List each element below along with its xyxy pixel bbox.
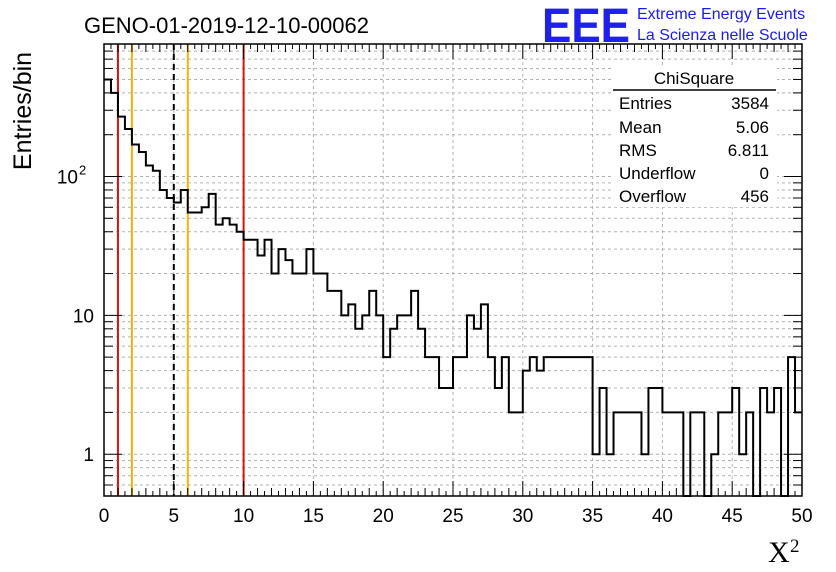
x-tick-label: 5 — [169, 506, 180, 527]
histogram-series — [104, 78, 802, 497]
stats-label-entries: Entries — [619, 94, 672, 113]
x-tick-label: 15 — [303, 506, 324, 527]
stats-label-rms: RMS — [619, 141, 657, 160]
stats-label-overflow: Overflow — [619, 187, 687, 206]
x-axis-label: X 2 — [768, 536, 800, 569]
eee-logo: EEE Extreme Energy Events La Scienza nel… — [542, 0, 808, 53]
stats-value-rms: 6.811 — [728, 141, 769, 160]
x-tick-label: 45 — [722, 506, 743, 527]
x-axis-label-superscript: 2 — [790, 536, 800, 557]
y-tick-label: 10 — [57, 167, 78, 188]
marker-lines — [116, 44, 245, 496]
stats-value-overflow: 456 — [741, 187, 769, 206]
stats-box-background — [611, 67, 777, 207]
chart-title: GENO-01-2019-12-10-00062 — [84, 13, 369, 38]
x-tick-label: 30 — [512, 506, 533, 527]
y-tick-label: 10 — [73, 306, 94, 327]
stats-value-mean: 5.06 — [736, 118, 769, 137]
y-tick-label-exponent: 2 — [79, 162, 86, 177]
stats-box: ChiSquare Entries 3584 Mean 5.06 RMS 6.8… — [611, 67, 777, 207]
stats-label-mean: Mean — [619, 118, 662, 137]
x-tick-label: 25 — [442, 506, 463, 527]
stats-value-entries: 3584 — [731, 94, 769, 113]
y-axis-label: Entries/bin — [9, 52, 37, 170]
x-axis-label-symbol: X — [768, 536, 790, 569]
stats-label-underflow: Underflow — [619, 164, 696, 183]
eee-logo-mark: EEE — [542, 0, 630, 53]
stats-box-title: ChiSquare — [654, 69, 734, 88]
x-tick-label: 0 — [99, 506, 110, 527]
x-tick-label: 20 — [373, 506, 394, 527]
x-tick-label: 10 — [233, 506, 254, 527]
x-tick-labels: 0 5 10 15 20 25 30 35 40 45 50 — [99, 506, 813, 527]
x-tick-label: 50 — [791, 506, 812, 527]
logo-line-1: Extreme Energy Events — [637, 6, 805, 23]
logo-line-2: La Scienza nelle Scuole — [637, 27, 808, 44]
stats-value-underflow: 0 — [760, 164, 769, 183]
axes — [103, 43, 803, 497]
x-tick-label: 35 — [582, 506, 603, 527]
y-tick-label: 1 — [83, 445, 94, 466]
x-tick-label: 40 — [652, 506, 673, 527]
